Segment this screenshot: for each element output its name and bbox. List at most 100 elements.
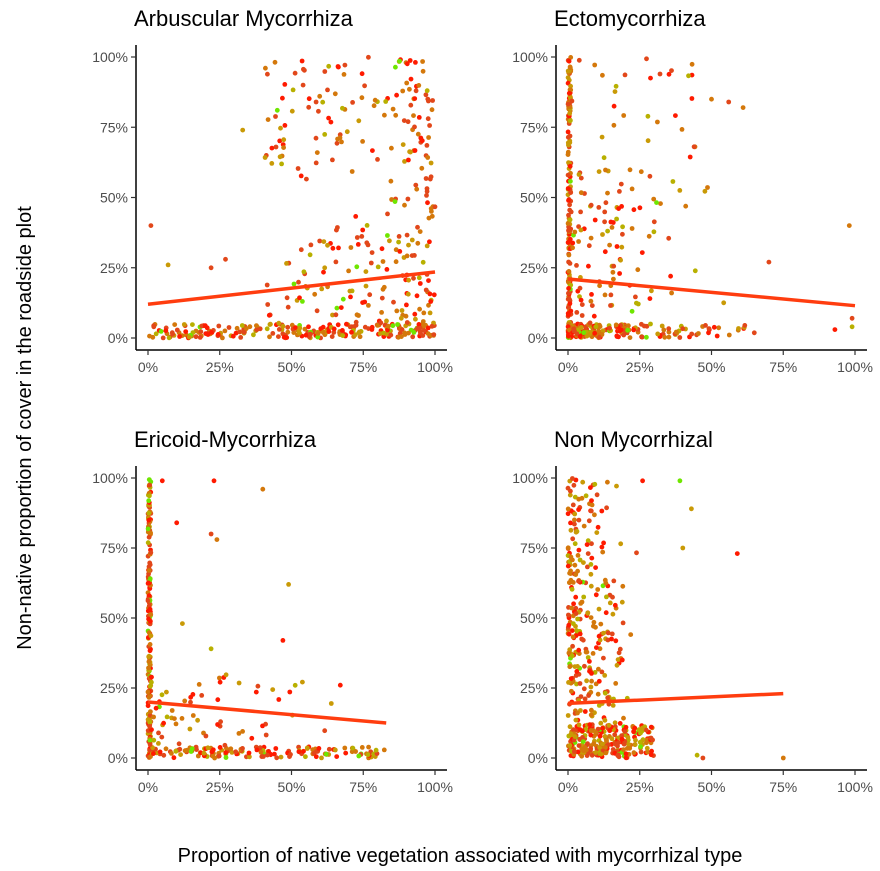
scatter-point (284, 295, 290, 301)
scatter-point (273, 114, 278, 119)
scatter-point (233, 330, 239, 336)
scatter-point (302, 67, 307, 73)
scatter-point (413, 316, 418, 322)
scatter-point (334, 305, 340, 311)
y-tick-label: 100% (512, 470, 548, 486)
scatter-point (416, 115, 422, 120)
scatter-point (623, 755, 629, 761)
x-tick-label: 0% (138, 359, 158, 375)
scatter-point (734, 551, 740, 556)
scatter-point (568, 527, 574, 533)
scatter-point (589, 752, 595, 758)
scatter-point (591, 741, 597, 747)
scatter-point (566, 612, 571, 618)
scatter-point (356, 118, 362, 124)
scatter-point (425, 155, 431, 160)
scatter-point (289, 108, 295, 114)
scatter-point (151, 751, 156, 756)
scatter-point (202, 323, 208, 329)
scatter-point (316, 108, 321, 114)
scatter-point (158, 329, 164, 334)
scatter-point (409, 237, 415, 243)
scatter-point (205, 745, 211, 751)
scatter-point (223, 256, 228, 262)
scatter-point (300, 299, 305, 304)
scatter-point (146, 517, 152, 523)
scatter-point (609, 631, 615, 637)
scatter-point (146, 477, 152, 482)
scatter-point (614, 483, 619, 489)
scatter-point (161, 752, 167, 758)
scatter-point (576, 547, 582, 553)
scatter-point (570, 240, 576, 246)
scatter-point (315, 334, 321, 340)
scatter-points (147, 54, 438, 341)
scatter-point (573, 529, 579, 535)
scatter-point (580, 479, 586, 485)
scatter-point (426, 278, 431, 283)
scatter-point (390, 323, 396, 329)
scatter-point (172, 322, 178, 327)
scatter-point (272, 751, 277, 757)
scatter-point (578, 190, 584, 196)
scatter-point (647, 173, 653, 179)
scatter-point (151, 714, 157, 720)
scatter-point (658, 201, 663, 207)
scatter-point (711, 324, 717, 330)
scatter-point (281, 145, 286, 151)
scatter-point (423, 92, 429, 98)
x-tick-label: 50% (697, 779, 725, 795)
y-tick-label: 75% (100, 540, 128, 556)
scatter-point (621, 113, 627, 118)
scatter-point (655, 119, 660, 125)
scatter-point (350, 745, 356, 751)
scatter-point (279, 161, 284, 167)
scatter-point (402, 159, 407, 164)
scatter-point (576, 239, 581, 244)
scatter-point (625, 741, 631, 747)
scatter-point (326, 115, 331, 121)
scatter-point (568, 190, 574, 196)
scatter-point (319, 286, 325, 292)
scatter-point (589, 707, 594, 713)
scatter-point (360, 227, 366, 233)
scatter-point (669, 290, 674, 296)
scatter-point (210, 747, 216, 753)
scatter-point (565, 713, 571, 718)
scatter-point (208, 531, 214, 537)
scatter-point (186, 334, 192, 340)
scatter-point (615, 657, 621, 662)
scatter-point (575, 616, 580, 622)
scatter-point (589, 303, 595, 308)
scatter-point (632, 742, 638, 747)
scatter-point (229, 750, 235, 755)
scatter-point (169, 751, 174, 756)
scatter-point (638, 749, 644, 755)
y-tick-label: 25% (520, 680, 548, 696)
scatter-point (427, 291, 433, 297)
scatter-point (334, 140, 340, 146)
scatter-point (694, 752, 700, 758)
scatter-point (183, 329, 189, 334)
scatter-point (595, 587, 601, 592)
y-tick-label: 100% (92, 470, 128, 486)
scatter-point (340, 105, 345, 111)
scatter-point (384, 318, 389, 324)
x-tick-label: 100% (837, 779, 873, 795)
scatter-point (335, 225, 340, 230)
scatter-point (565, 545, 571, 551)
scatter-point (587, 659, 592, 664)
scatter-point (607, 728, 613, 734)
scatter-point (385, 233, 390, 238)
scatter-point (638, 744, 643, 750)
scatter-point (592, 330, 598, 336)
scatter-point (330, 245, 336, 251)
scatter-point (566, 622, 572, 628)
scatter-point (566, 90, 572, 96)
scatter-point (576, 743, 582, 748)
y-tick-label: 0% (528, 330, 548, 346)
scatter-point (257, 326, 263, 332)
scatter-point (569, 605, 574, 611)
scatter-point (618, 257, 623, 263)
scatter-point (571, 601, 576, 607)
